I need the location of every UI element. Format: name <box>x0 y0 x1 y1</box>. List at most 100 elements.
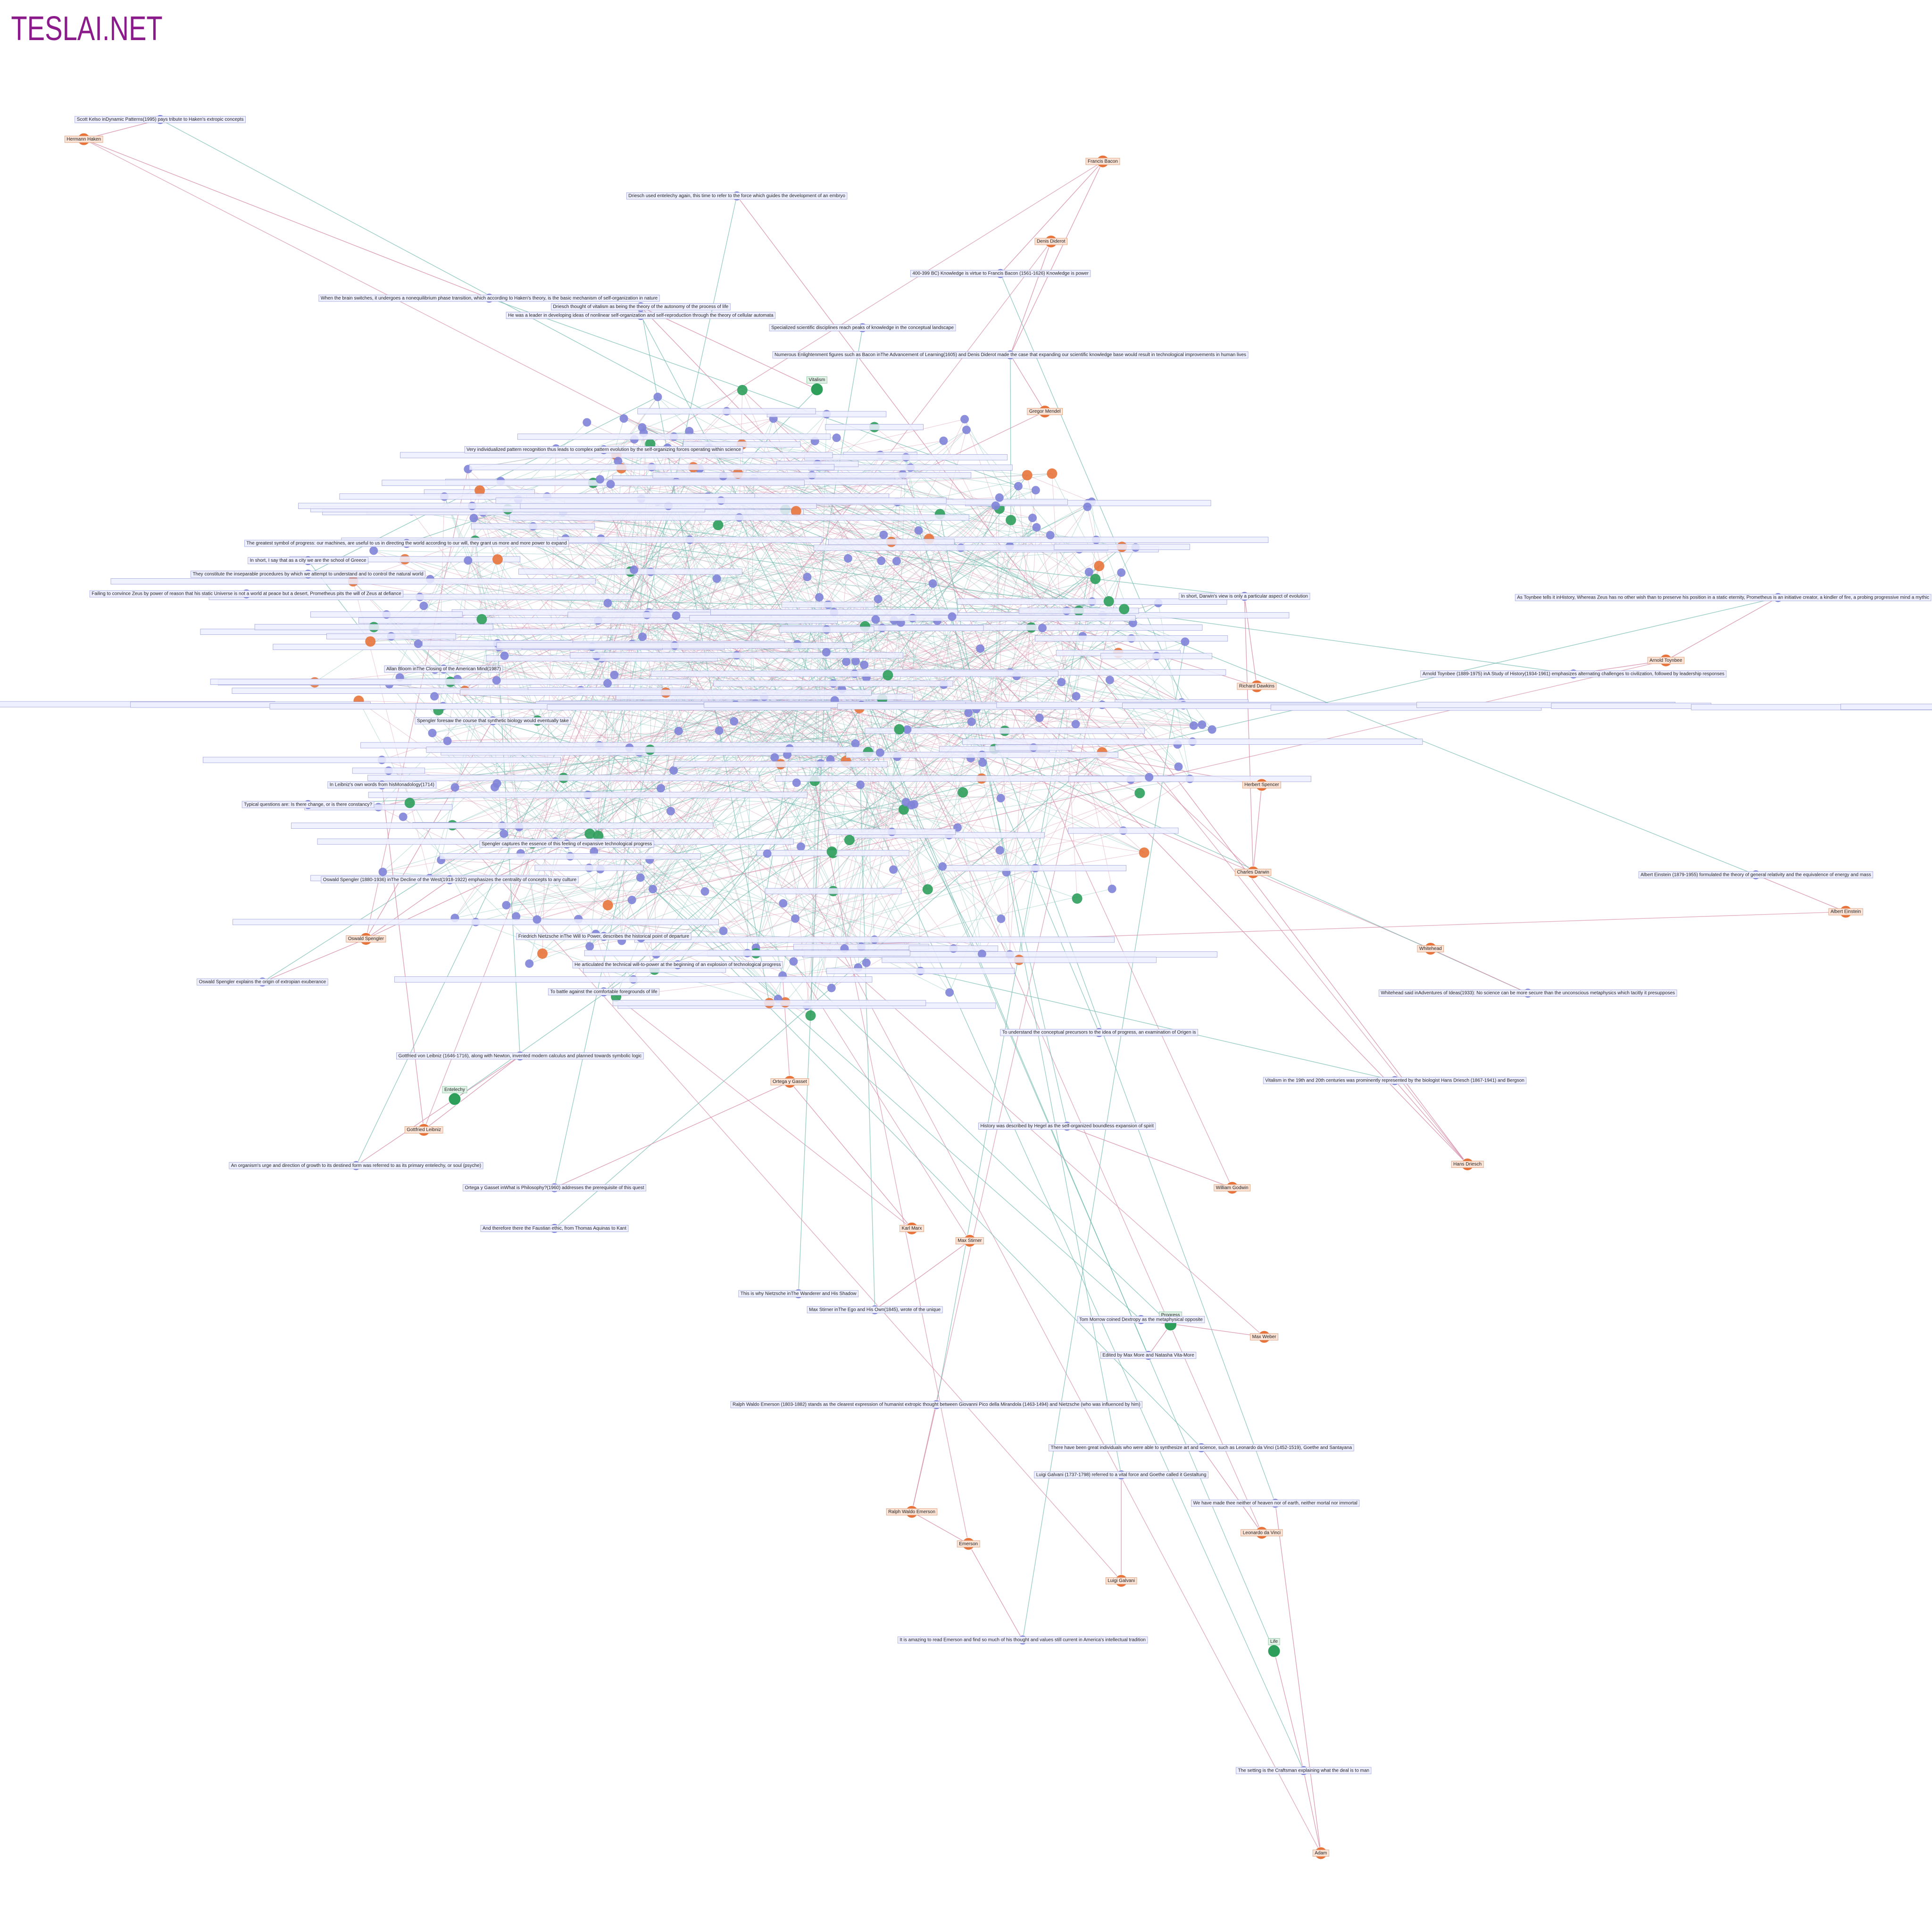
edge <box>452 825 1122 1581</box>
label-box <box>394 976 873 983</box>
edge <box>755 327 863 954</box>
label-box <box>1235 869 1272 876</box>
node-dot <box>404 798 415 808</box>
edge <box>1050 535 1119 653</box>
edge <box>891 541 1124 831</box>
edge <box>389 684 1131 780</box>
label-box <box>1647 657 1684 664</box>
edge <box>736 628 883 656</box>
node-label: Whitehead <box>1419 946 1442 951</box>
edge <box>882 474 903 699</box>
node-dot <box>428 729 437 738</box>
label-box <box>439 853 701 859</box>
label-box <box>1268 1638 1280 1645</box>
edge <box>262 747 630 983</box>
node-dot <box>737 385 748 396</box>
node-dot <box>583 418 591 427</box>
edge <box>450 681 1202 1448</box>
edge <box>814 781 969 1544</box>
node-label: Progress <box>1161 1313 1180 1318</box>
edge <box>452 623 1133 826</box>
node-label: To battle against the comfortable foregr… <box>550 989 658 994</box>
label-box <box>730 1401 1142 1408</box>
edge <box>356 467 694 1166</box>
edge <box>654 969 770 1004</box>
node-dot <box>1047 468 1058 479</box>
edge <box>409 778 1190 803</box>
edge <box>866 747 1034 963</box>
label-box <box>825 424 924 430</box>
edge <box>1010 627 1032 673</box>
edge <box>494 787 904 810</box>
edge <box>532 843 983 954</box>
edge <box>652 889 1141 1320</box>
node-dot <box>430 692 439 701</box>
node-dot <box>492 779 501 788</box>
label-box <box>291 823 714 829</box>
node-dot <box>369 546 378 555</box>
node-label: The setting is the Craftsman explaining … <box>1238 1768 1369 1773</box>
label-box <box>346 935 386 942</box>
edge <box>516 835 949 917</box>
node-dot <box>995 846 1004 855</box>
node-dot <box>525 959 534 968</box>
label-box <box>1828 908 1863 916</box>
edge <box>940 514 1079 611</box>
edge <box>866 729 899 963</box>
edge <box>508 509 821 764</box>
edge <box>1430 948 1528 994</box>
node-dot <box>877 557 886 566</box>
label-box <box>1105 1577 1137 1584</box>
edge <box>912 618 921 971</box>
label-box <box>110 578 596 584</box>
label-box <box>442 1086 467 1093</box>
label-box <box>382 480 805 486</box>
node-label: He was a leader in developing ideas of n… <box>508 313 774 318</box>
node-label: Luigi Galvani (1737-1798) referred to a … <box>1036 1472 1207 1477</box>
edge <box>855 520 1011 662</box>
node-label: Entelechy <box>444 1087 465 1092</box>
node-dot <box>903 725 912 734</box>
edge <box>643 433 858 968</box>
edge <box>468 418 774 470</box>
label-box <box>368 791 808 798</box>
label-box <box>1179 592 1310 600</box>
node-dot <box>669 766 678 775</box>
label-box <box>793 943 929 950</box>
node-dot <box>779 899 788 908</box>
node-dot <box>610 670 619 679</box>
label-box <box>1378 990 1677 997</box>
node-dot <box>791 914 800 923</box>
node-label: They constitute the inseparable procedur… <box>192 572 423 577</box>
edge <box>820 534 884 764</box>
edge <box>1274 1651 1304 1771</box>
edge <box>650 161 1103 444</box>
edge <box>875 501 1092 620</box>
node-dot <box>1071 720 1080 729</box>
node-dot <box>844 834 855 845</box>
label-box <box>804 454 1008 460</box>
edge <box>1000 627 1032 799</box>
node-dot <box>991 501 1000 510</box>
node-label: Life <box>1270 1639 1278 1644</box>
edge <box>592 483 1321 1854</box>
edge <box>747 478 754 953</box>
edge <box>358 700 556 842</box>
node-label: Oswald Spengler (1880-1936) inThe Declin… <box>323 877 577 883</box>
node-dot <box>627 895 636 904</box>
edge <box>676 482 783 976</box>
edge <box>554 1081 790 1188</box>
edge <box>833 505 996 613</box>
label-box <box>269 703 428 709</box>
label-box <box>957 1540 980 1548</box>
edge <box>855 661 1182 703</box>
label-box <box>1840 704 1932 710</box>
label-box <box>955 1237 984 1244</box>
label-box <box>572 961 783 968</box>
node-label: Whitehead said inAdventures of Ideas(193… <box>1381 991 1675 996</box>
node-dot <box>860 660 869 669</box>
label-box <box>516 933 691 940</box>
node-dot <box>791 506 801 516</box>
label-box <box>637 408 816 415</box>
label-box <box>318 294 660 302</box>
